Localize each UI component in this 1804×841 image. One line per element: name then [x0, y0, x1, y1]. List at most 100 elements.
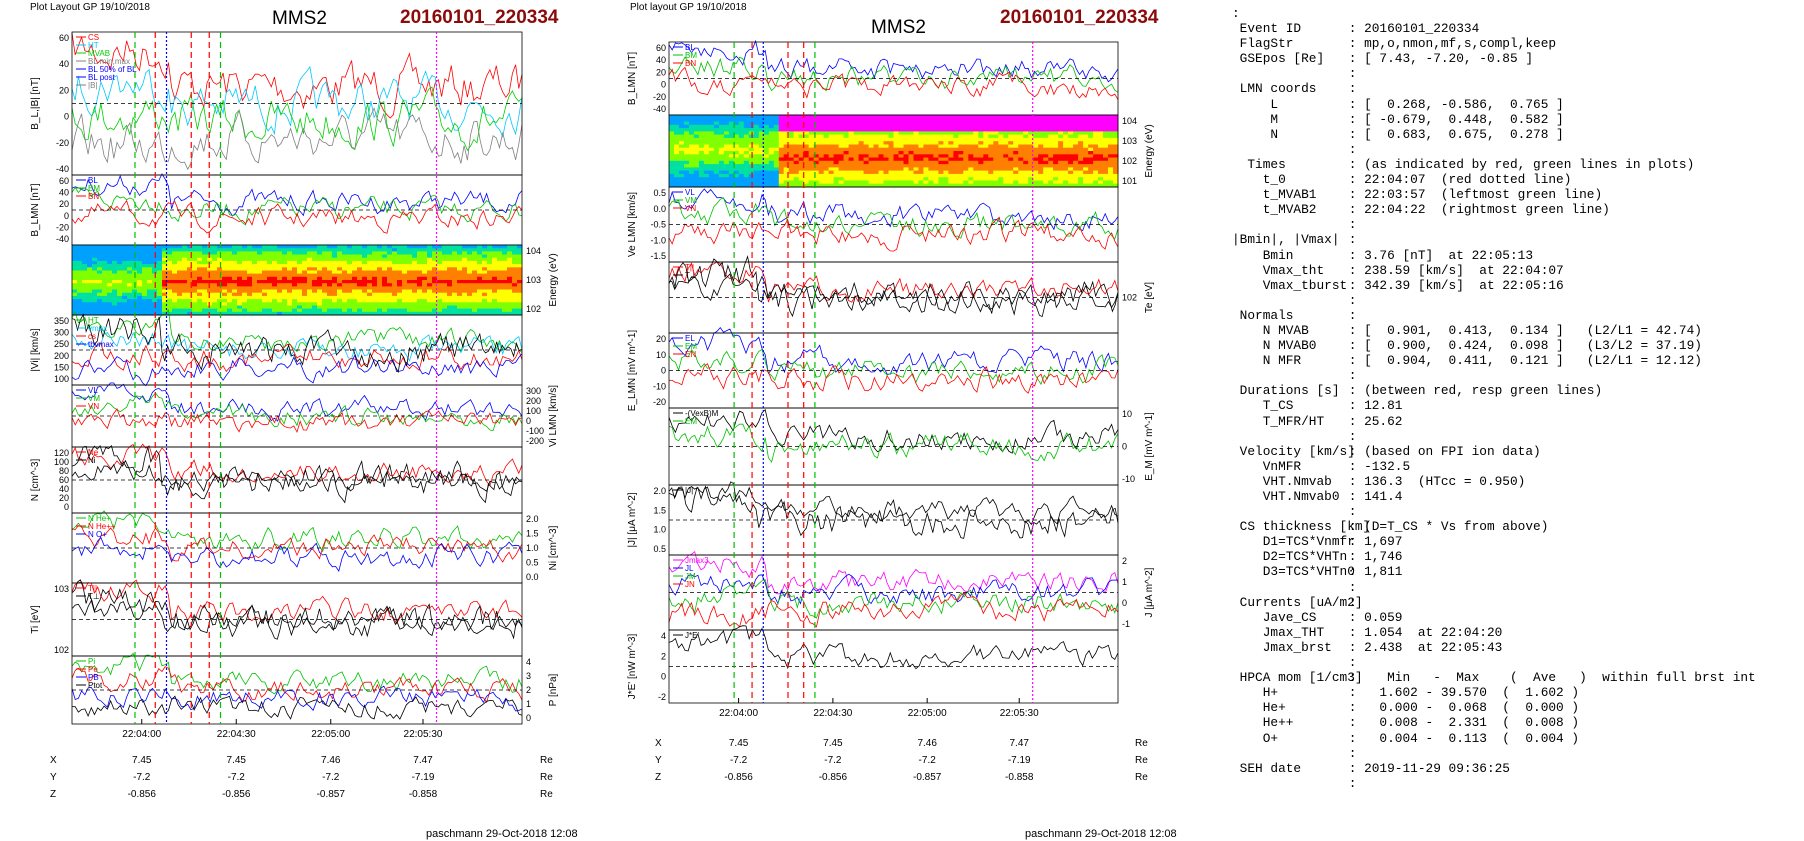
spectrogram-cell [202, 289, 208, 294]
spectrogram-cell [472, 295, 478, 300]
spectrogram-cell [1093, 115, 1099, 119]
spectrogram-cell [272, 280, 278, 284]
spectrogram-cell [447, 280, 453, 284]
spectrogram-cell [763, 118, 770, 123]
spectrogram-cell [1098, 183, 1104, 188]
spectrogram-cell [357, 257, 363, 262]
spectrogram-cell [157, 276, 163, 281]
spectrogram-cell [147, 311, 153, 316]
spectrogram-cell [1068, 118, 1074, 123]
summary-key: Jmax_brst [1232, 639, 1332, 655]
spectrogram-cell [172, 283, 178, 287]
spectrogram-cell [669, 183, 675, 188]
spectrogram-cell [973, 157, 979, 162]
spectrogram-cell [958, 183, 964, 188]
spectrogram-cell [868, 147, 875, 152]
spectrogram-cell [928, 157, 934, 162]
spectrogram-cell [883, 124, 889, 129]
spectrogram-cell [1103, 157, 1109, 162]
spectrogram-cell [112, 305, 118, 310]
y-tick-label: -20 [56, 222, 69, 232]
spectrogram-cell [713, 115, 720, 119]
spectrogram-cell [723, 141, 730, 145]
spectrogram-cell [963, 183, 969, 188]
spectrogram-cell [507, 311, 513, 316]
spectrogram-cell [462, 248, 468, 252]
spectrogram-cell [297, 276, 303, 281]
spectrogram-cell [933, 147, 939, 152]
spectrogram-cell [908, 124, 914, 129]
spectrogram-cell [267, 254, 273, 259]
spectrogram-cell [387, 311, 393, 316]
spectrogram-cell [177, 283, 183, 287]
spectrogram-cell [432, 245, 438, 249]
spectrogram-cell [838, 141, 845, 145]
summary-key: Durations [s] [1232, 383, 1340, 399]
spectrogram-cell [222, 245, 228, 249]
spectrogram-cell [873, 167, 879, 172]
spectrogram-cell [222, 286, 228, 291]
spectrogram-cell [1003, 154, 1009, 159]
spectrogram-cell [357, 283, 363, 287]
spectrogram-cell [903, 131, 909, 136]
spectrogram-cell [157, 289, 163, 294]
spectrogram-cell [1063, 115, 1069, 119]
summary-line: VHT.Nmvab0: 141.4 [1232, 489, 1756, 504]
spectrogram-cell [102, 257, 108, 262]
spectrogram-cell [908, 144, 914, 149]
summary-key: D3=TCS*VHTn0 [1232, 564, 1355, 580]
spectrogram-cell [497, 260, 503, 265]
spectrogram-cell [82, 251, 88, 256]
y-tick-label: 101 [1122, 176, 1137, 186]
spectrogram-cell [908, 115, 914, 119]
spectrogram-cell [803, 128, 810, 132]
spectrogram-cell [853, 134, 860, 139]
spectrogram-cell [993, 157, 999, 162]
spectrogram-cell [883, 141, 889, 145]
spectrogram-cell [1003, 180, 1009, 185]
spectrogram-cell [1053, 154, 1059, 159]
spectrogram-cell [698, 154, 705, 159]
spectrogram-cell [252, 302, 258, 306]
spectrogram-cell [968, 154, 974, 159]
series-line [71, 525, 523, 563]
spectrogram-cell [903, 167, 909, 172]
spectrogram-cell [287, 248, 293, 252]
series-line [668, 625, 1119, 670]
legend-label: |J| [685, 486, 693, 495]
spectrogram-cell [993, 141, 999, 145]
spectrogram-cell [868, 173, 875, 178]
spectrogram-cell [863, 144, 870, 149]
spectrogram-cell [1053, 118, 1059, 123]
spectrogram-cell [417, 251, 423, 256]
spectrogram-cell [1038, 134, 1044, 139]
y-tick-label: 300 [54, 328, 69, 338]
spectrogram-cell [888, 154, 894, 159]
spectrogram-cell [347, 311, 353, 316]
spectrogram-cell [838, 173, 845, 178]
spectrogram-cell [1013, 115, 1019, 119]
spectrogram-cell [312, 299, 318, 303]
spectrogram-cell [332, 308, 338, 313]
spectrogram-cell [382, 299, 388, 303]
spectrogram-cell [828, 128, 835, 132]
spectrogram-cell [723, 115, 730, 119]
spectrogram-cell [352, 245, 358, 249]
spectrogram-cell [517, 273, 523, 278]
spectrogram-cell [277, 311, 283, 316]
spectrogram-cell [1008, 151, 1014, 155]
spectrogram-cell [417, 273, 423, 278]
spectrogram-cell [1023, 177, 1029, 181]
spectrogram-cell [743, 131, 750, 136]
spectrogram-cell [763, 180, 770, 185]
spectrogram-cell [397, 251, 403, 256]
summary-line: t_MVAB2: 22:04:22 (rightmost green line) [1232, 202, 1756, 217]
spectrogram-cell [172, 245, 178, 249]
legend-label: HT [88, 41, 99, 50]
spectrogram-cell [447, 292, 453, 297]
spectrogram-cell [1063, 151, 1069, 155]
spectrogram-cell [412, 283, 418, 287]
spectrogram-cell [287, 299, 293, 303]
spectrogram-cell [978, 144, 984, 149]
spectrogram-cell [147, 245, 153, 249]
